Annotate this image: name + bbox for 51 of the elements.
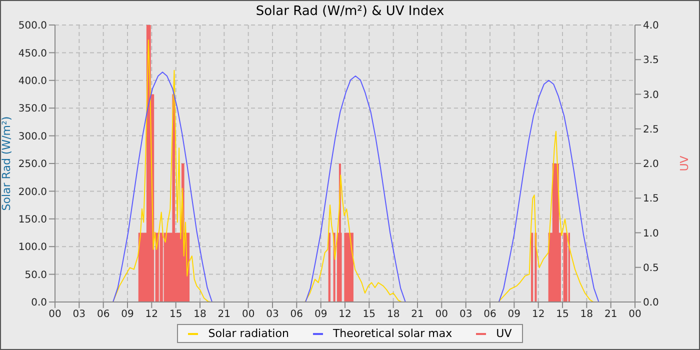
x-tick-label: 12 — [338, 309, 352, 320]
x-tick-label: 15 — [362, 309, 376, 320]
y-tick-label: 450.0 — [18, 48, 47, 60]
legend-label: Solar radiation — [208, 327, 289, 340]
y-tick-label: 150.0 — [18, 214, 47, 226]
chart-title: Solar Rad (W/m²) & UV Index — [254, 3, 446, 21]
y-tick-label: 500.0 — [18, 20, 47, 32]
x-tick-label: 03 — [266, 309, 279, 320]
x-tick-label: 09 — [508, 309, 521, 320]
x-tick-label: 15 — [169, 309, 182, 320]
legend-label: Theoretical solar max — [332, 327, 452, 340]
y2-tick-label: 1.5 — [643, 194, 659, 205]
y-tick-label: 400.0 — [18, 76, 47, 87]
y2-axis-title: UV — [678, 155, 691, 172]
x-tick-label: 00 — [48, 309, 62, 320]
y-tick-label: 350.0 — [18, 104, 47, 115]
x-tick-label: 03 — [72, 309, 86, 320]
x-tick-label: 21 — [604, 309, 618, 320]
x-tick-label: 18 — [386, 309, 400, 320]
x-tick-label: 09 — [121, 309, 134, 320]
x-tick-label: 18 — [194, 309, 206, 320]
y2-tick-label: 1.0 — [643, 228, 659, 240]
x-tick-label: 00 — [628, 309, 642, 320]
x-tick-label: 15 — [556, 309, 569, 320]
y2-tick-label: 2.5 — [643, 124, 659, 136]
x-tick-label: 00 — [242, 309, 255, 320]
x-tick-label: 21 — [218, 309, 231, 320]
y-tick-label: 100.0 — [18, 242, 47, 254]
x-tick-label: 09 — [314, 309, 328, 320]
y-tick-label: 300.0 — [18, 131, 47, 142]
x-tick-label: 03 — [459, 309, 472, 320]
y2-tick-label: 3.5 — [643, 55, 659, 66]
legend-label: UV — [496, 327, 512, 340]
x-tick-label: 00 — [435, 309, 448, 320]
y2-tick-label: 0.0 — [643, 298, 659, 309]
y-tick-label: 0.0 — [31, 298, 47, 309]
x-tick-label: 18 — [580, 309, 594, 320]
y-tick-label: 200.0 — [18, 186, 47, 198]
y-tick-label: 50.0 — [24, 270, 47, 281]
x-tick-label: 21 — [411, 309, 424, 320]
x-tick-label: 06 — [96, 309, 110, 320]
x-tick-label: 06 — [484, 309, 496, 320]
y2-tick-label: 2.0 — [643, 159, 659, 170]
x-tick-label: 06 — [290, 309, 304, 320]
y2-tick-label: 0.5 — [643, 262, 659, 274]
y2-tick-label: 4.0 — [643, 20, 659, 32]
y2-tick-label: 3.0 — [643, 90, 659, 101]
x-tick-label: 12 — [145, 309, 158, 320]
x-tick-label: 12 — [532, 309, 545, 320]
y-axis-title: Solar Rad (W/m²) — [0, 116, 13, 211]
y-tick-label: 250.0 — [18, 159, 47, 170]
